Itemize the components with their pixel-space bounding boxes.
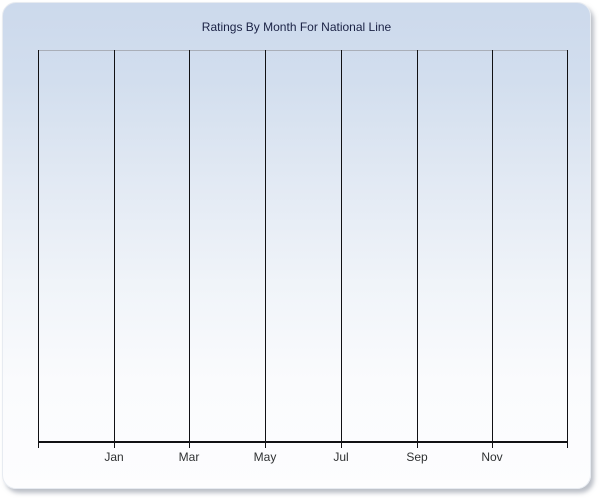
- x-axis-tick: [189, 443, 190, 448]
- plot-top-border: [38, 50, 568, 51]
- x-axis-tick: [114, 443, 115, 448]
- x-axis-line: [38, 441, 568, 443]
- plot-area: Jan Mar May Jul Sep Nov: [38, 50, 568, 464]
- plot-gridline: [567, 50, 568, 443]
- x-axis-tick-label: Mar: [178, 450, 200, 464]
- chart-panel: Ratings By Month For National Line Jan Ma…: [2, 2, 591, 489]
- x-axis-tick-label: Sep: [406, 450, 428, 464]
- x-axis-tick: [341, 443, 342, 448]
- chart-title: Ratings By Month For National Line: [201, 20, 392, 34]
- plot-gridline: [38, 50, 39, 443]
- x-axis-tick-label: Jul: [333, 450, 349, 464]
- plot-gridline: [492, 50, 493, 443]
- x-axis-tick-label: Nov: [481, 450, 503, 464]
- x-axis-tick-label: Jan: [104, 450, 124, 464]
- plot-gridline: [341, 50, 342, 443]
- x-axis-tick: [567, 443, 568, 448]
- x-axis-tick: [38, 443, 39, 448]
- plot-gridline: [114, 50, 115, 443]
- plot-gridline: [189, 50, 190, 443]
- x-axis-tick: [265, 443, 266, 448]
- plot-gridline: [265, 50, 266, 443]
- x-axis-tick: [492, 443, 493, 448]
- x-axis-tick: [417, 443, 418, 448]
- x-axis-tick-label: May: [253, 450, 277, 464]
- plot-gridline: [417, 50, 418, 443]
